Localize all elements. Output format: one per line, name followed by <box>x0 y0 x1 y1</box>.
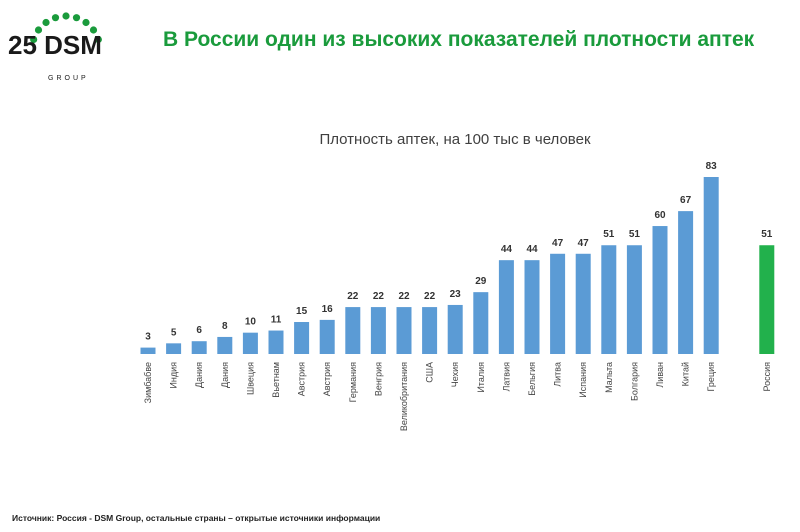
data-label: 60 <box>654 210 666 221</box>
data-label: 16 <box>322 304 334 315</box>
bar <box>294 322 310 354</box>
category-label: Италия <box>476 362 486 393</box>
data-label: 8 <box>222 321 228 332</box>
bar <box>498 260 514 354</box>
bar <box>217 336 233 354</box>
bar <box>550 253 566 354</box>
category-label: Индия <box>169 362 179 389</box>
bar <box>473 292 489 354</box>
data-label: 15 <box>296 306 308 317</box>
data-label: 5 <box>171 327 177 338</box>
category-label: Вьетнам <box>271 362 281 398</box>
data-label: 47 <box>552 238 564 249</box>
dsm-group-logo: 25 DSM GROUP <box>6 4 126 84</box>
logo-text: 25 DSM <box>8 30 102 60</box>
category-label: Греция <box>706 362 716 392</box>
category-label: Мальта <box>604 362 614 393</box>
category-label: Китай <box>681 362 691 386</box>
data-label: 11 <box>271 315 282 326</box>
data-label: 10 <box>245 317 257 328</box>
logo-dot <box>72 14 81 22</box>
bar <box>319 319 335 354</box>
data-label: 44 <box>526 244 538 255</box>
bar <box>166 343 182 354</box>
data-label: 22 <box>347 291 359 302</box>
logo-dot <box>94 35 102 44</box>
logo-dot <box>89 26 98 34</box>
data-label: 22 <box>424 291 436 302</box>
data-label: 22 <box>398 291 410 302</box>
bar <box>268 330 284 354</box>
bar <box>678 211 694 354</box>
chart-title: Плотность аптек, на 100 тыс в человек <box>319 131 591 148</box>
category-label: Бельгия <box>527 362 537 396</box>
category-label: Дания <box>194 362 204 388</box>
bar <box>703 177 719 354</box>
category-label: Испания <box>578 362 588 398</box>
data-label: 22 <box>373 291 385 302</box>
bar <box>191 341 207 354</box>
logo-dot <box>51 14 60 22</box>
data-label: 51 <box>629 229 641 240</box>
bar <box>140 347 156 354</box>
bar <box>575 253 591 354</box>
category-label: Швеция <box>245 362 255 395</box>
bar <box>370 307 386 354</box>
bar <box>759 245 775 354</box>
data-label: 51 <box>761 229 773 240</box>
data-label: 83 <box>706 161 718 172</box>
bar <box>242 332 258 354</box>
category-label: Дания <box>220 362 230 388</box>
data-label: 51 <box>603 229 615 240</box>
logo-dot <box>34 26 43 34</box>
data-label: 44 <box>501 244 513 255</box>
bar <box>447 304 463 354</box>
category-label: Ливан <box>655 362 665 388</box>
source-note: Источник: Россия - DSM Group, остальные … <box>12 513 381 523</box>
category-label: Зимбабве <box>143 362 153 403</box>
logo-dot <box>82 18 90 27</box>
category-label: Венгрия <box>373 362 383 396</box>
bar <box>524 260 540 354</box>
logo-subtext: GROUP <box>48 75 89 82</box>
bar <box>652 226 668 354</box>
category-label: Литва <box>553 362 563 387</box>
data-label: 47 <box>578 238 590 249</box>
logo-dot <box>62 12 70 20</box>
category-label: Австрия <box>322 362 332 396</box>
category-label: Россия <box>762 362 772 392</box>
category-label: Чехия <box>450 362 460 387</box>
data-label: 23 <box>450 289 462 300</box>
logo-dot <box>30 35 38 44</box>
data-label: 6 <box>196 325 202 336</box>
bar <box>396 307 412 354</box>
page-headline: В России один из высоких показателей пло… <box>163 28 755 51</box>
category-label: Австрия <box>297 362 307 396</box>
category-label: Германия <box>348 362 358 402</box>
category-label: Великобритания <box>399 362 409 431</box>
category-label: Латвия <box>501 362 511 392</box>
data-label: 67 <box>680 195 692 206</box>
bar <box>626 245 642 354</box>
bar <box>422 307 438 354</box>
data-label: 29 <box>475 276 487 287</box>
logo-dot <box>42 18 50 27</box>
data-label: 3 <box>145 332 151 343</box>
bar <box>601 245 617 354</box>
category-label: Болгария <box>629 362 639 401</box>
category-label: США <box>425 362 435 383</box>
bar <box>345 307 361 354</box>
